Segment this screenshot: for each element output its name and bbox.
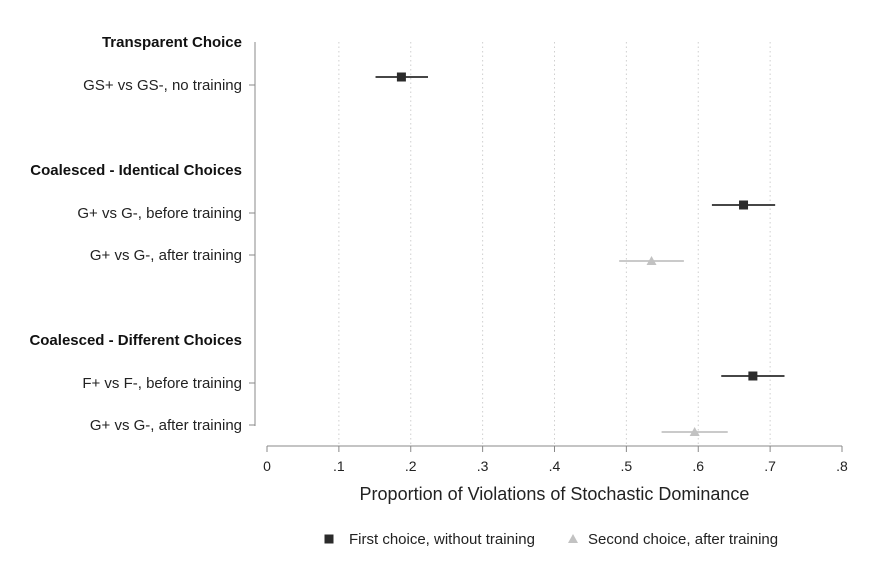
point-estimate-square xyxy=(739,200,749,210)
gridlines xyxy=(338,42,771,446)
x-ticks: 0 .1 .2 .3 .4 .5 .6 .7 .8 xyxy=(263,446,848,474)
row-label: G+ vs G-, after training xyxy=(90,417,242,434)
row-label: G+ vs G-, before training xyxy=(77,205,242,222)
legend-label: Second choice, after training xyxy=(588,531,778,548)
x-tick-label: .3 xyxy=(477,458,489,474)
point-estimate-triangle xyxy=(646,256,657,265)
x-tick-label: .6 xyxy=(692,458,704,474)
point-estimate-triangle xyxy=(689,427,700,436)
legend-triangle-marker xyxy=(568,534,578,543)
point-estimate-square xyxy=(396,72,406,82)
legend-square-marker xyxy=(324,534,334,544)
row-label: GS+ vs GS-, no training xyxy=(83,77,242,94)
group-label: Coalesced - Identical Choices xyxy=(30,162,242,179)
group-label: Transparent Choice xyxy=(102,34,242,51)
legend-label: First choice, without training xyxy=(349,531,535,548)
x-tick-label: .4 xyxy=(549,458,561,474)
data-marks xyxy=(375,72,785,436)
x-tick-label: .8 xyxy=(836,458,848,474)
x-tick-label: .7 xyxy=(764,458,776,474)
x-tick-label: .2 xyxy=(405,458,417,474)
x-tick-label: .1 xyxy=(333,458,345,474)
x-tick-label: 0 xyxy=(263,458,271,474)
row-label: F+ vs F-, before training xyxy=(82,375,242,392)
group-label: Coalesced - Different Choices xyxy=(29,332,242,349)
x-tick-label: .5 xyxy=(621,458,633,474)
row-labels: Transparent Choice GS+ vs GS-, no trainin… xyxy=(29,34,255,434)
point-estimate-square xyxy=(748,371,758,381)
legend: First choice, without training Second cho… xyxy=(324,531,778,548)
row-label: G+ vs G-, after training xyxy=(90,247,242,264)
x-axis-label: Proportion of Violations of Stochastic D… xyxy=(360,484,750,504)
